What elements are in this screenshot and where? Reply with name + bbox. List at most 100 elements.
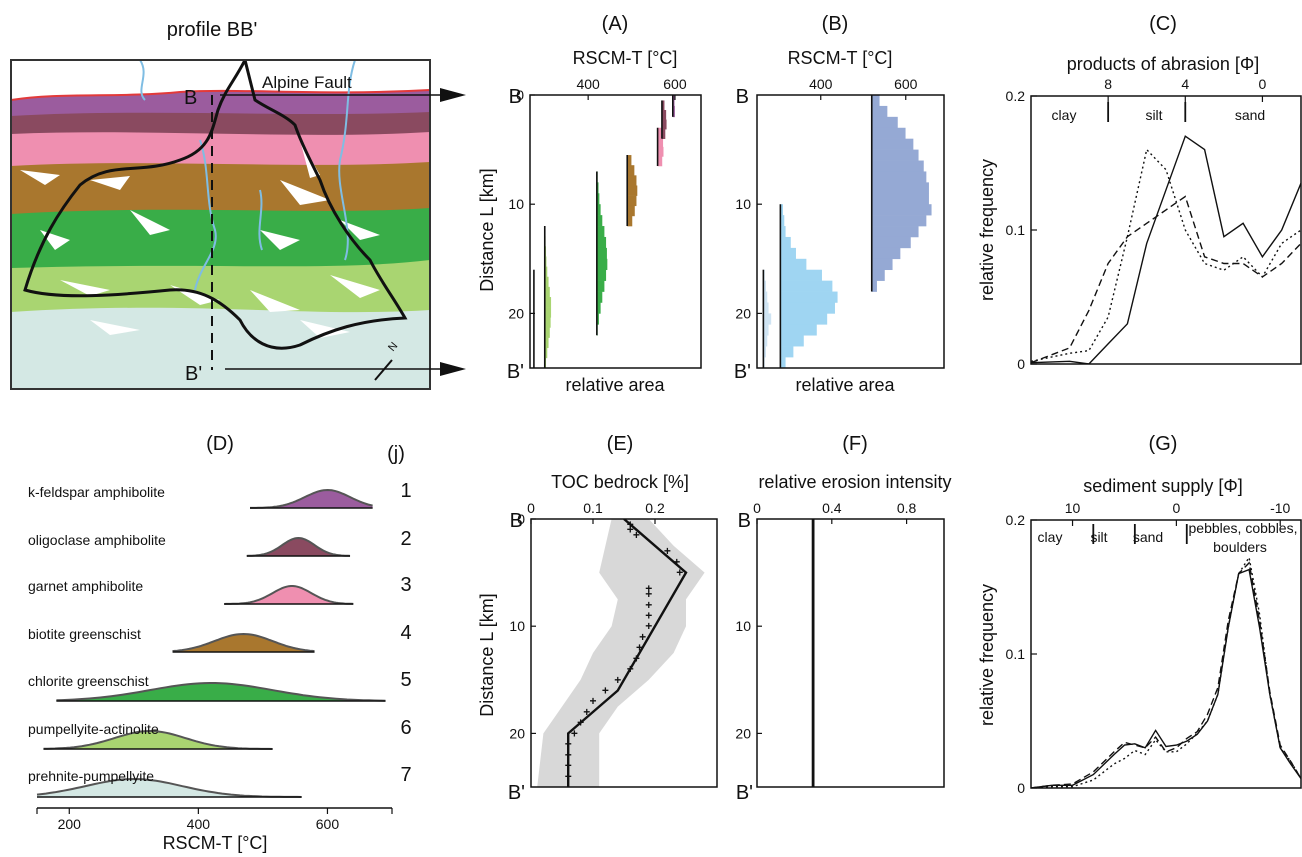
plotB-s2-bar [871,204,932,216]
plotA-s5-bar [661,100,665,111]
distribution-j7-fill [37,779,302,797]
panel-g-ylabel: relative frequency [977,584,997,726]
panel-e-xtick-label: 0.1 [583,500,603,516]
distribution-j5-name: chlorite greenschist [28,673,149,689]
plotB-s1-bar [780,291,838,303]
panel-f-xtick-label: 0 [753,500,761,516]
plotC-class-label: clay [1052,107,1077,123]
distribution-j6-fill [43,731,273,749]
plotB-s2-bar [871,269,885,281]
plotG-series-solid [1031,568,1301,788]
panel-d-j-label: (j) [387,443,405,465]
plotC-series-dashed [1031,195,1301,364]
toc-measurement: + [577,716,584,730]
distribution-j5-fill [56,683,386,701]
plotC-ytick-label: 0.1 [1006,222,1026,238]
plotG-class-label: clay [1038,529,1063,545]
panel-f-label: (F) [842,433,868,455]
plotA-s2-bar [596,193,600,205]
plotA-s1-bar [544,266,548,278]
plotC-xtick-label: 4 [1181,76,1189,92]
plotB-s1-bar [780,346,794,358]
plotB-xtick-label: 600 [894,76,918,92]
plotB-xtick-label: 400 [809,76,833,92]
plotC-series-solid [1031,135,1301,364]
plotA-s6-bar [672,105,675,118]
catchment-outline [23,60,408,350]
panel-f-ytick-label: 10 [735,618,751,634]
arrow-b-prime-head [440,362,466,376]
plotA-s1-bar [544,337,549,349]
plotG-xtick-label: 10 [1065,500,1081,516]
panel-e-title: TOC bedrock [%] [551,472,689,492]
plotA-s1-bar [544,307,552,318]
panel-f-ytick-label: 20 [735,725,751,741]
panel-d-xlabel: RSCM-T [°C] [163,833,268,853]
plotB-s1-bar [780,269,822,281]
plotA-xtick-label: 600 [663,76,687,92]
plotA-s1-bar [544,256,547,267]
toc-measurement: + [589,694,596,708]
distribution-j3-name: garnet amphibolite [28,578,143,594]
plotA-s4-bar [657,146,664,157]
distribution-j2-index: 2 [400,528,411,550]
distribution-j6-name: pumpellyite-actinolite [28,721,159,737]
plotB-s0-bar [763,335,768,347]
plotA-s1-bar [544,297,552,308]
panel-c-plot: 8 4 0 0 0.1 0.2 clay silt sand [1006,76,1301,372]
distribution-j7-name: prehnite-pumpellyite [28,768,154,784]
panel-c-frame [1030,95,1302,365]
plotB-s1-bar [780,215,785,227]
panel-e-ytick-label: 0 [517,511,525,527]
fault-trace [11,89,430,101]
zone-j4 [11,150,430,214]
plotB-s1-bar [780,236,791,249]
plotB-s1-bar [780,247,796,260]
profile-title: profile BB' [167,19,258,41]
plotB-s2-bar [871,247,901,260]
plotA-s3-bar [627,195,637,207]
plotA-s2-bar [596,291,603,303]
panel-d-plot: k-feldspar amphibolite 1 oligoclase amphib… [28,480,412,832]
plotB-s1-bar [780,313,828,325]
plotB-s2-bar [871,258,893,271]
toc-measurement: + [639,630,646,644]
panel-e-ytick-label: 20 [509,725,525,741]
plotA-ytick-label: 20 [508,305,524,321]
distribution-j1-name: k-feldspar amphibolite [28,484,165,500]
panel-a-label: (A) [602,13,629,35]
toc-measurement: + [602,684,609,698]
panel-b-label: (B) [822,13,849,35]
arrow-b-head [440,88,466,102]
toc-measurement: + [565,748,572,762]
plotG-series-dotted [1031,555,1301,788]
toc-measurement: + [614,673,621,687]
plotB-s2-bar [871,193,929,205]
plotC-xtick-label: 0 [1259,76,1267,92]
outcrop-gaps [20,140,380,338]
plotB-end-label-top: B [736,86,749,108]
plotB-s2-bar [871,226,919,238]
plotC-ytick-label: 0.2 [1006,88,1026,104]
plotB-s2-bar [871,105,888,118]
plotA-s2-bar [596,313,599,325]
panel-e-label: (E) [607,433,634,455]
toc-measurement: + [565,737,572,751]
toc-measurement: + [673,555,680,569]
plotG-class-label: silt [1090,529,1107,545]
plotB-s2-bar [871,149,919,161]
toc-measurement: + [676,566,683,580]
plotA-s1-bar [544,317,551,328]
plotA-end-label-top: B [509,86,522,108]
plotA-s2-bar [596,215,603,227]
plotC-class-label: sand [1235,107,1265,123]
distribution-j3-index: 3 [400,574,411,596]
panel-f-end-label-top: B [738,510,751,532]
plotA-s1-bar [544,327,550,338]
panel-b-title: RSCM-T [°C] [788,48,893,68]
panel-g-frame [1030,519,1302,789]
distribution-j2-fill [246,538,350,556]
plotB-s1-bar [780,258,807,271]
